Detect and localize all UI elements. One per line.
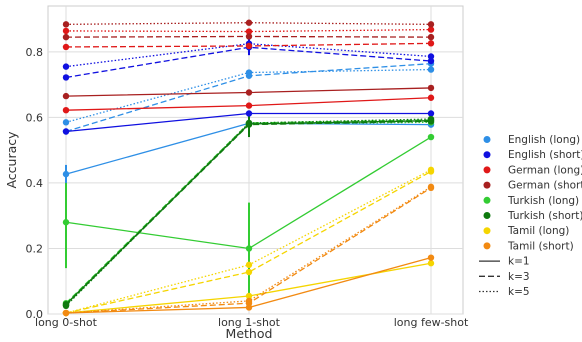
data-point — [245, 245, 253, 252]
data-point — [427, 133, 435, 141]
y-axis-title: Accuracy — [4, 131, 19, 189]
legend-marker — [483, 166, 491, 174]
legend-marker — [483, 227, 491, 235]
legend-label: k=1 — [508, 256, 530, 268]
data-point — [245, 33, 253, 40]
data-point — [245, 19, 253, 26]
legend-label: German (long) — [508, 164, 582, 176]
legend-label: Turkish (long) — [507, 195, 579, 207]
legend-label: k=3 — [508, 271, 530, 283]
legend-label: k=5 — [508, 286, 530, 298]
data-point — [62, 128, 70, 135]
data-point — [245, 119, 253, 127]
data-point — [62, 106, 70, 114]
data-point — [62, 27, 70, 35]
data-point — [427, 40, 435, 47]
y-tick-label: 0.0 — [26, 308, 44, 321]
legend-marker — [483, 136, 491, 143]
data-point — [62, 43, 70, 51]
data-point — [62, 302, 70, 310]
data-point — [427, 33, 435, 41]
data-point — [245, 69, 253, 76]
data-point — [245, 102, 253, 109]
data-point — [427, 183, 435, 191]
data-point — [427, 260, 435, 267]
data-point — [62, 63, 70, 70]
data-point — [427, 21, 435, 28]
legend-label: Tamil (short) — [507, 240, 574, 252]
data-point — [245, 110, 253, 117]
y-tick-label: 0.6 — [26, 111, 44, 124]
data-point — [427, 94, 435, 101]
data-point — [427, 110, 435, 117]
legend-label: Tamil (long) — [507, 225, 569, 237]
data-point — [62, 33, 70, 41]
data-point — [62, 21, 70, 28]
y-axis-ticks: 0.0 0.2 0.4 0.6 0.8 — [26, 46, 44, 321]
legend-marker — [483, 196, 491, 204]
data-point — [245, 28, 253, 35]
legend-label: German (short) — [508, 180, 582, 192]
data-point — [62, 119, 70, 126]
data-point — [245, 268, 253, 276]
legend-label: English (short) — [508, 149, 582, 161]
legend-marker — [483, 242, 491, 250]
x-axis-ticks: long 0-shot long 1-shot long few-shot — [35, 316, 469, 329]
legend-label: English (long) — [508, 134, 580, 146]
data-point — [62, 74, 70, 81]
data-point — [427, 53, 435, 60]
data-point — [245, 42, 253, 50]
data-point — [245, 292, 253, 300]
series-layer — [62, 19, 435, 317]
legend-marker — [483, 151, 491, 159]
data-point — [245, 89, 253, 96]
data-point — [427, 254, 435, 261]
data-point — [245, 261, 253, 269]
legend-marker — [483, 181, 491, 189]
y-tick-label: 0.8 — [26, 46, 44, 59]
y-tick-label: 0.4 — [26, 177, 44, 190]
data-point — [62, 92, 70, 100]
x-tick-label: long few-shot — [394, 316, 469, 329]
data-point — [427, 84, 435, 92]
data-point — [427, 26, 435, 33]
data-point — [427, 166, 435, 174]
data-point — [245, 297, 253, 305]
legend: English (long) English (short) German (lon… — [479, 134, 582, 298]
data-point — [62, 170, 70, 178]
y-tick-label: 0.2 — [26, 242, 44, 255]
data-point — [427, 66, 435, 73]
series-line — [65, 170, 432, 314]
data-point — [62, 219, 70, 226]
data-point — [427, 115, 435, 123]
legend-label: Turkish (short) — [507, 210, 582, 222]
data-point — [62, 309, 70, 317]
legend-marker — [483, 212, 491, 219]
data-point — [427, 57, 435, 65]
x-tick-label: long 1-shot — [218, 316, 281, 329]
x-axis-title: Method — [226, 326, 273, 341]
x-tick-label: long 0-shot — [35, 316, 98, 329]
